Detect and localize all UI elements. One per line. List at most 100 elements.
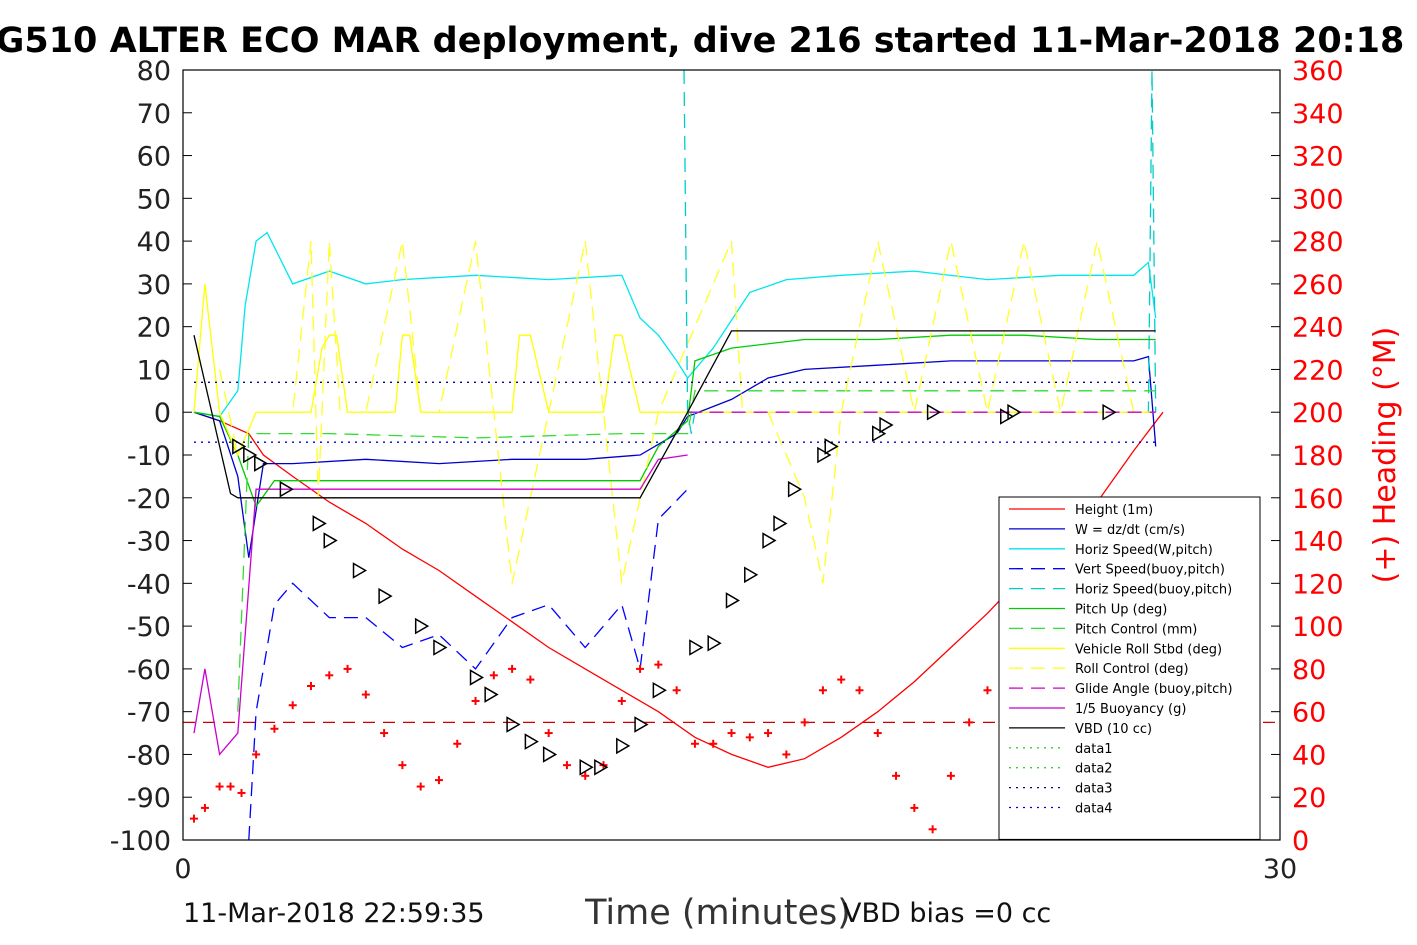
heading-point xyxy=(325,671,334,680)
series-line-10 xyxy=(193,454,688,756)
triangle-marker xyxy=(254,455,269,472)
triangle-marker xyxy=(542,746,558,763)
legend-label: Height (1m) xyxy=(1075,503,1153,518)
triangle-marker xyxy=(817,446,832,464)
legend: Height (1m) W = dz/dt (cm/s) Horiz Speed(W… xyxy=(998,496,1261,840)
heading-point xyxy=(237,788,246,797)
triangle-marker xyxy=(1000,408,1015,425)
triangle-marker xyxy=(352,562,368,579)
heading-point xyxy=(215,782,224,791)
y2-tick-label: 200 xyxy=(1292,398,1344,429)
y2-tick-label: 240 xyxy=(1292,313,1344,344)
y-tick-label: 60 xyxy=(137,142,171,173)
x-axis-label: Time (minutes) xyxy=(584,893,851,933)
y-tick-label: 70 xyxy=(137,99,171,130)
legend-label: Pitch Control (mm) xyxy=(1075,622,1197,637)
heading-point xyxy=(745,733,754,742)
series-line-2 xyxy=(193,231,1157,418)
heading-point xyxy=(361,690,370,699)
y-tick-label: 10 xyxy=(137,355,171,386)
heading-point xyxy=(343,664,352,673)
triangle-marker xyxy=(1007,403,1022,421)
heading-point xyxy=(617,696,626,705)
triangle-marker xyxy=(689,639,704,656)
heading-point xyxy=(727,729,736,738)
triangle-marker xyxy=(879,416,894,434)
y2-tick-label: 80 xyxy=(1292,655,1326,686)
legend-label: data4 xyxy=(1075,802,1113,817)
y-tick-label: -90 xyxy=(127,783,171,814)
heading-point xyxy=(270,724,279,733)
triangle-marker xyxy=(1102,403,1117,421)
heading-point xyxy=(226,782,235,791)
triangle-marker xyxy=(652,681,667,699)
footer-vbd-bias: VBD bias =0 cc xyxy=(843,898,1052,929)
y2-tick-label: 40 xyxy=(1292,740,1326,771)
heading-point xyxy=(306,682,315,690)
x-tick-label: 30 xyxy=(1263,854,1297,885)
y2-tick-label: 100 xyxy=(1292,612,1344,643)
legend-label: Vert Speed(buoy,pitch) xyxy=(1075,563,1225,578)
y-tick-label: -40 xyxy=(127,569,171,600)
heading-point xyxy=(581,771,590,780)
heading-point xyxy=(837,675,846,684)
series-line-4 xyxy=(683,70,1157,434)
heading-point xyxy=(489,671,498,680)
y2-tick-label: 180 xyxy=(1292,441,1344,472)
triangle-marker xyxy=(594,758,609,776)
heading-point xyxy=(416,782,425,791)
legend-label: data2 xyxy=(1075,762,1113,777)
heading-point xyxy=(764,729,773,738)
triangle-marker xyxy=(634,716,649,733)
y2-tick-label: 120 xyxy=(1292,569,1344,600)
left-y-axis: 80 70 60 50 40 30 20 10 0 -10 -20 -30 -40 -50 -60 -70 -8… xyxy=(110,56,192,857)
triangle-marker xyxy=(506,716,521,733)
y-tick-label: 40 xyxy=(137,227,171,258)
legend-label: 1/5 Buoyancy (g) xyxy=(1075,702,1186,717)
y2-tick-label: 260 xyxy=(1292,270,1344,301)
y2-tick-label: 140 xyxy=(1292,527,1344,558)
heading-point xyxy=(910,803,919,812)
heading-point xyxy=(636,664,645,673)
heading-point xyxy=(526,675,535,684)
y2-tick-label: 0 xyxy=(1292,826,1309,857)
triangle-marker xyxy=(824,438,839,455)
legend-label: Glide Angle (buoy,pitch) xyxy=(1075,682,1233,697)
heading-point xyxy=(855,686,864,695)
legend-label: data1 xyxy=(1075,742,1113,757)
triangle-marker xyxy=(469,669,485,686)
heading-point xyxy=(873,729,882,738)
y-tick-label: 80 xyxy=(137,56,171,87)
heading-point xyxy=(562,761,571,770)
series-line-6 xyxy=(237,390,1156,712)
y2-tick-label: 300 xyxy=(1292,184,1344,215)
x-tick-label: 0 xyxy=(174,854,191,885)
heading-point xyxy=(818,686,827,695)
heading-point xyxy=(672,686,681,695)
series-line-11 xyxy=(193,330,1156,499)
legend-label: Horiz Speed(W,pitch) xyxy=(1075,543,1213,558)
triangle-marker xyxy=(524,733,539,750)
triangle-marker xyxy=(312,515,327,532)
triangle-marker xyxy=(872,425,887,442)
heading-point xyxy=(782,750,791,759)
y-tick-label: -60 xyxy=(127,655,171,686)
heading-point xyxy=(946,771,955,780)
triangle-marker xyxy=(762,532,777,549)
y2-tick-label: 220 xyxy=(1292,355,1344,386)
triangle-marker xyxy=(926,403,942,421)
triangle-marker xyxy=(725,592,740,609)
triangle-marker xyxy=(616,737,631,755)
triangle-marker xyxy=(744,566,759,584)
y2-axis-label: (+) Heading (°M) xyxy=(1368,327,1403,584)
legend-label: W = dz/dt (cm/s) xyxy=(1075,523,1185,538)
right-y-axis: 3603403203002802602402202001801601401201… xyxy=(1271,56,1344,857)
heading-point xyxy=(654,660,663,669)
series-line-7 xyxy=(193,283,1156,457)
heading-point xyxy=(471,696,480,705)
heading-point xyxy=(453,739,462,748)
heading-point xyxy=(252,750,261,759)
y2-tick-label: 160 xyxy=(1292,484,1344,515)
x-axis: 0 30 xyxy=(174,831,1297,885)
